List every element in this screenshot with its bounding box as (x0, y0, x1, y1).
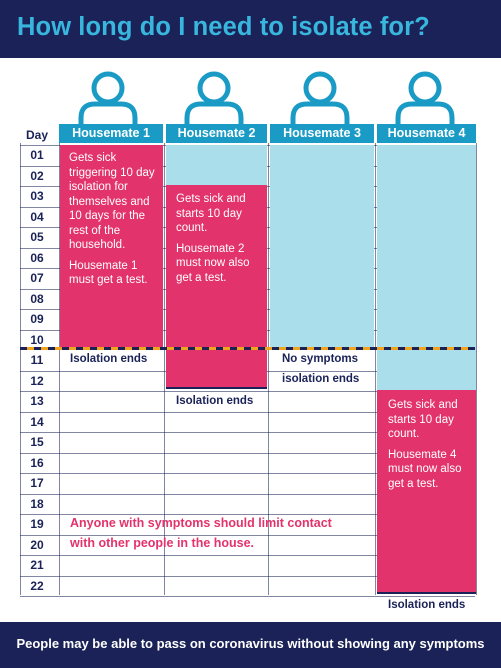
row-line (20, 432, 475, 433)
day-number: 13 (30, 394, 44, 408)
day-number: 09 (30, 312, 44, 326)
day-number: 08 (30, 292, 44, 306)
column-line (164, 143, 165, 595)
column-line (59, 143, 60, 595)
row-line (20, 473, 475, 474)
day-column-header: Day (26, 128, 49, 142)
day-number: 05 (30, 230, 44, 244)
housemate-3-no-symptoms: No symptoms (282, 353, 359, 365)
day-number: 12 (30, 374, 44, 388)
day-number: 22 (30, 579, 44, 593)
footer-banner: People may be able to pass on coronaviru… (0, 622, 501, 668)
row-line (20, 535, 475, 536)
day-number: 14 (30, 415, 44, 429)
contact-advice-line-1: Anyone with symptoms should limit contac… (70, 516, 332, 530)
header-banner: How long do I need to isolate for? (0, 0, 501, 58)
housemate-2-contact-bar (166, 145, 267, 185)
day-number: 06 (30, 251, 44, 265)
day-number: 15 (30, 435, 44, 449)
housemate-1-test-line: Housemate 1 must get a test. (69, 259, 148, 287)
day-number: 17 (30, 476, 44, 490)
column-line (375, 143, 376, 595)
day-10-divider (20, 347, 475, 350)
footer-text: People may be able to pass on coronaviru… (16, 636, 485, 651)
row-line (20, 412, 475, 413)
housemate-3-contact-bar (270, 145, 374, 348)
housemate-4-isolation-ends: Isolation ends (388, 599, 466, 611)
person-icon (78, 71, 138, 124)
day-number: 04 (30, 210, 44, 224)
housemate-3-isolation-ends: isolation ends (282, 373, 360, 385)
housemate-1-text: Gets sick triggering 10 day isolation fo… (69, 151, 161, 288)
day-number: 01 (30, 148, 44, 162)
housemate-4-header: Housemate 4 (377, 124, 476, 143)
day-number: 16 (30, 456, 44, 470)
row-line (20, 453, 475, 454)
column-line (268, 143, 269, 595)
contact-advice-line-2: with other people in the house. (70, 536, 255, 550)
housemate-4-text: Gets sick and starts 10 day count. House… (388, 398, 474, 491)
housemate-1-isolation-ends: Isolation ends (70, 353, 148, 365)
row-line (20, 494, 475, 495)
person-icon (184, 71, 244, 124)
housemate-4-isolation-bar (377, 390, 476, 593)
day-number: 21 (30, 558, 44, 572)
day-number: 07 (30, 271, 44, 285)
row-line (20, 576, 475, 577)
day-number: 03 (30, 189, 44, 203)
day-number: 11 (30, 353, 44, 367)
housemate-1-text-line: Gets sick triggering 10 day isolation fo… (69, 152, 155, 251)
person-icon (395, 71, 455, 124)
housemate-2-text: Gets sick and starts 10 day count. House… (176, 192, 264, 285)
housemate-4-text-line: Gets sick and starts 10 day count. (388, 399, 458, 440)
row-line (20, 596, 475, 597)
day-number: 20 (30, 538, 44, 552)
housemate-3-header: Housemate 3 (270, 124, 374, 143)
day-number: 10 (30, 333, 44, 347)
housemate-1-isolation-bar (60, 145, 163, 348)
row-line (20, 514, 475, 515)
housemate-2-isolation-ends: Isolation ends (176, 395, 254, 407)
housemate-4-test-line: Housemate 4 must now also get a test. (388, 448, 462, 490)
housemate-1-header: Housemate 1 (59, 124, 163, 143)
day-number: 18 (30, 497, 44, 511)
housemate-4-contact-bar (377, 145, 476, 390)
column-line (20, 143, 21, 595)
row-line (20, 391, 475, 392)
person-icon (290, 71, 350, 124)
housemate-2-text-line: Gets sick and starts 10 day count. (176, 193, 246, 234)
day-number: 02 (30, 169, 44, 183)
day-number: 19 (30, 517, 44, 531)
housemate-2-test-line: Housemate 2 must now also get a test. (176, 242, 250, 284)
page-title: How long do I need to isolate for? (17, 13, 430, 41)
housemate-2-header: Housemate 2 (166, 124, 267, 143)
column-line (476, 143, 477, 595)
housemate-2-end-line (166, 387, 267, 389)
row-line (20, 555, 475, 556)
housemate-2-isolation-bar (166, 185, 267, 388)
housemate-4-end-line (377, 592, 476, 594)
